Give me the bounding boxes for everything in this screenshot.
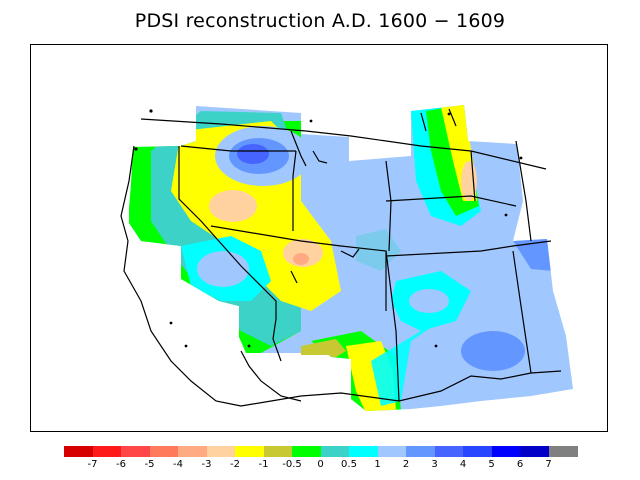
colorbar-tick-label: 4 (459, 459, 467, 470)
colorbar-segment (377, 446, 407, 457)
colorbar-segment (434, 446, 464, 457)
colorbar-segment (548, 446, 578, 457)
colorbar-tick-label: 0 (317, 459, 324, 470)
chart-title: PDSI reconstruction A.D. 1600 − 1609 (134, 10, 506, 32)
colorbar-segment (64, 446, 93, 457)
colorbar-tick-label: -3 (201, 459, 212, 470)
pdsi-zone-darkblue-north (237, 144, 269, 164)
colorbar-tick-label: -7 (87, 459, 98, 470)
colorbar-segment (178, 446, 207, 457)
boundaries (120, 108, 562, 407)
colorbar-tick-label: -4 (173, 459, 183, 470)
colorbar-segment (320, 446, 350, 457)
colorbar-tick-label: 2 (402, 459, 410, 470)
colorbar-segment (121, 446, 150, 457)
colorbar-tick-label: 0.5 (341, 459, 357, 470)
colorbar-segment (520, 446, 549, 457)
colorbar-tick-label: -6 (116, 459, 126, 470)
colorbar-tick-label: -1 (258, 459, 269, 470)
colorbar-segment (463, 446, 492, 457)
colorbar-tick-label: -5 (144, 459, 155, 470)
colorbar-tick-label: -0.5 (282, 459, 302, 470)
colorbar-tick-label: 7 (545, 459, 552, 470)
colorbar-tick-label: 3 (431, 459, 438, 470)
colorbar (64, 446, 578, 457)
colorbar-segment (349, 446, 378, 457)
pdsi-zone-peach-nevada (209, 190, 257, 222)
colorbar-tick-label: -2 (230, 459, 240, 470)
pdsi-field (129, 105, 573, 411)
colorbar-segment (292, 446, 321, 457)
colorbar-segment (263, 446, 293, 457)
colorbar-tick-label: 1 (374, 459, 381, 470)
colorbar-segment (92, 446, 122, 457)
map-panel (30, 44, 608, 432)
colorbar-segment (491, 446, 521, 457)
colorbar-segment (149, 446, 179, 457)
colorbar-tick-label: 6 (516, 459, 524, 470)
pdsi-zone-blue-nm (461, 331, 525, 371)
pdsi-zone-peach-utah (283, 239, 323, 267)
colorbar-segment (406, 446, 435, 457)
colorbar-segment (235, 446, 264, 457)
colorbar-segment (206, 446, 236, 457)
pdsi-map (120, 105, 573, 411)
colorbar-tick-label: 5 (488, 459, 495, 470)
map-marks (134, 109, 523, 348)
